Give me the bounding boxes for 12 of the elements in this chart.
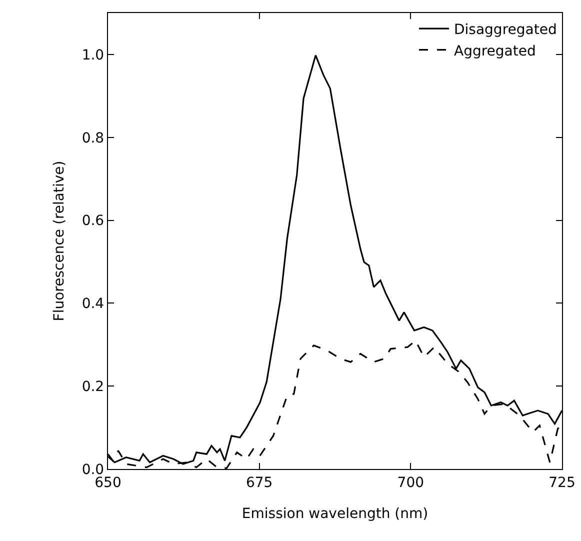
y-tick-label: 0.4	[82, 296, 104, 312]
x-tick-label: 700	[397, 474, 424, 491]
x-axis-title: Emission wavelength (nm)	[242, 506, 428, 522]
legend-label: Aggregated	[454, 43, 536, 60]
y-tick-label: 0.6	[82, 213, 104, 230]
y-tick-label: 0.2	[82, 378, 104, 395]
x-tick-label: 675	[246, 474, 273, 491]
y-axis-title: Fluorescence (relative)	[51, 160, 68, 322]
y-tick-label: 1.0	[82, 47, 104, 64]
legend-label: Disaggregated	[454, 22, 557, 38]
y-tick-label: 0.8	[82, 130, 104, 146]
x-tick-label: 725	[548, 474, 576, 491]
